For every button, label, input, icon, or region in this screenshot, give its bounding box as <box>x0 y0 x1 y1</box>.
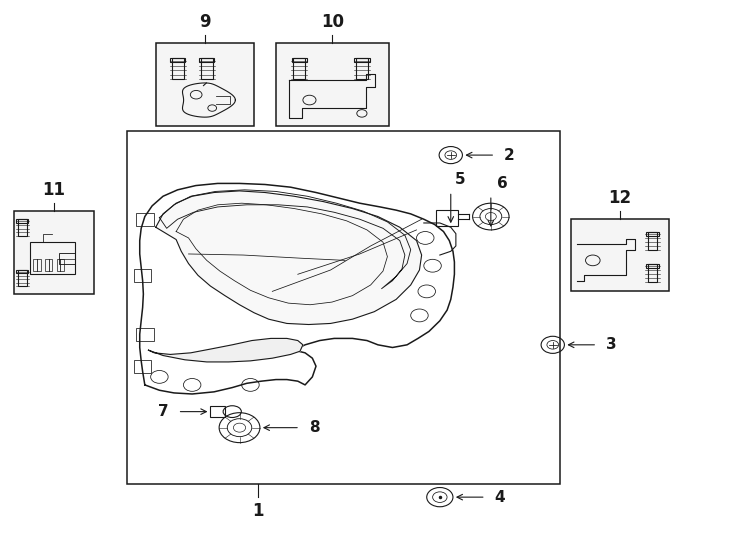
Bar <box>294 58 305 79</box>
Bar <box>16 219 29 222</box>
Bar <box>136 213 153 226</box>
Bar <box>172 58 184 79</box>
Bar <box>356 58 368 79</box>
Bar <box>126 131 560 484</box>
Text: 6: 6 <box>497 176 507 191</box>
Bar <box>156 43 254 126</box>
Bar <box>136 328 153 341</box>
Bar <box>59 253 75 264</box>
Polygon shape <box>139 184 454 394</box>
Text: 4: 4 <box>495 490 505 505</box>
Bar <box>134 269 151 282</box>
Bar <box>30 242 75 274</box>
Bar <box>436 210 458 226</box>
Bar <box>201 58 213 79</box>
Bar <box>646 232 659 235</box>
Bar <box>291 58 307 63</box>
Bar <box>170 58 185 63</box>
Bar <box>33 259 40 271</box>
Bar <box>276 43 389 126</box>
Bar <box>18 219 27 235</box>
Text: 2: 2 <box>504 147 515 163</box>
Bar <box>571 219 669 292</box>
Bar <box>199 58 214 63</box>
Text: 1: 1 <box>252 503 264 521</box>
Text: 12: 12 <box>608 190 632 207</box>
Polygon shape <box>156 191 421 325</box>
Text: 3: 3 <box>606 338 617 352</box>
Bar <box>45 259 52 271</box>
Text: 11: 11 <box>43 181 65 199</box>
Bar <box>16 269 29 273</box>
Text: 10: 10 <box>321 13 344 31</box>
Bar <box>57 259 64 271</box>
Text: 8: 8 <box>310 420 320 435</box>
Text: 9: 9 <box>199 13 211 31</box>
Bar <box>14 211 94 294</box>
Bar <box>647 264 658 282</box>
Bar <box>647 232 658 249</box>
Bar <box>18 269 27 286</box>
Bar <box>211 406 225 417</box>
Bar <box>355 58 370 63</box>
Text: 5: 5 <box>454 172 465 187</box>
Bar <box>646 264 659 268</box>
Bar <box>134 360 151 373</box>
Text: 7: 7 <box>158 404 168 419</box>
Polygon shape <box>148 339 303 362</box>
